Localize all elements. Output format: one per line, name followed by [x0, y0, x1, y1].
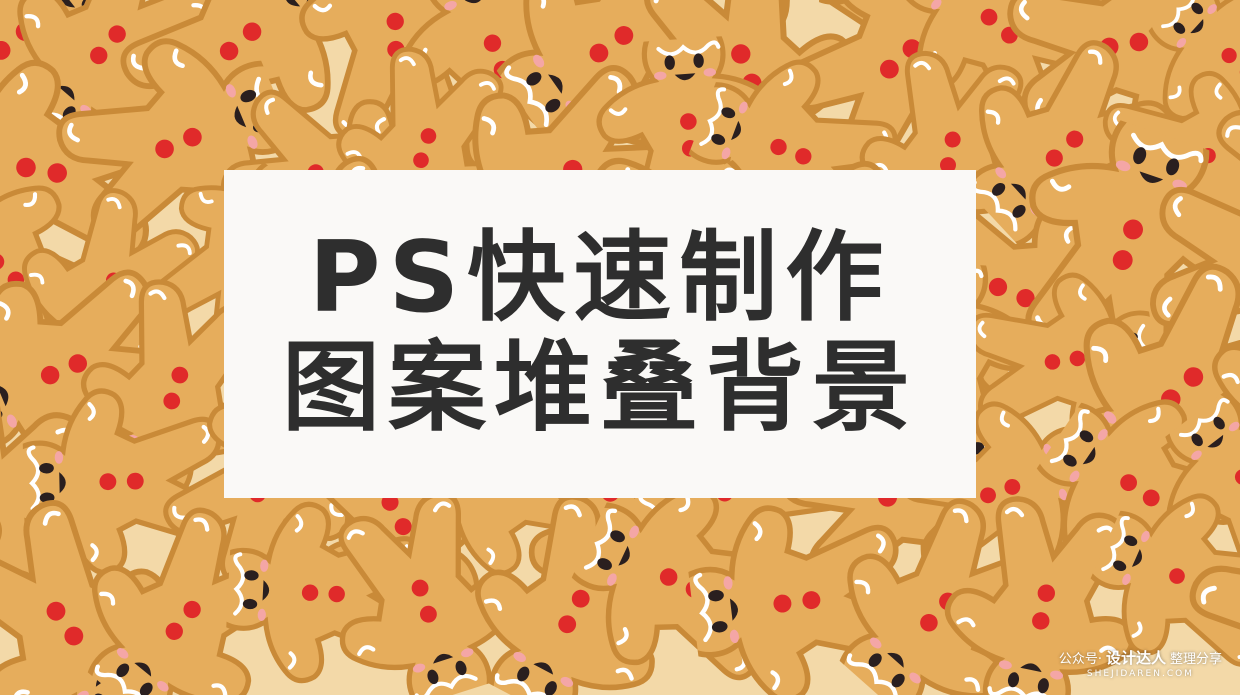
watermark-prefix: 公众号· — [1058, 652, 1102, 667]
watermark-suffix: 整理分享 — [1169, 652, 1222, 667]
title-card: PS快速制作 图案堆叠背景 — [224, 170, 976, 498]
title-line-1: PS快速制作 — [308, 221, 892, 336]
watermark-line: 公众号· 设计达人 整理分享 — [1059, 647, 1222, 668]
watermark: 公众号· 设计达人 整理分享 SHEJIDAREN.COM — [1059, 647, 1222, 679]
watermark-brand: 设计达人 — [1105, 649, 1166, 667]
title-line-2: 图案堆叠背景 — [281, 331, 918, 445]
watermark-url: SHEJIDAREN.COM — [1086, 669, 1194, 679]
